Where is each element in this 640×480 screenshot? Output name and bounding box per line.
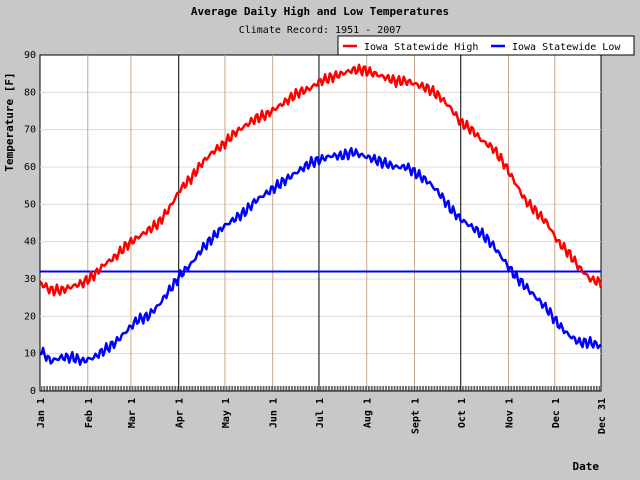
y-axis-label: Temperature [F]: [3, 72, 16, 171]
y-tick-label: 20: [24, 311, 36, 322]
legend-box: [337, 35, 635, 56]
x-tick-label: Sept 1: [411, 398, 422, 434]
x-tick-label: Jun 1: [269, 398, 280, 428]
x-axis-ticks: Jan 1 Feb 1 Mar 1 Apr 1 May 1 Jun 1 Jul 1 Aug 1…: [36, 386, 608, 434]
x-tick-label: Aug 1: [363, 398, 374, 428]
x-minor-ticks: [39, 386, 602, 391]
y-tick-label: 50: [24, 199, 36, 210]
chart-subtitle: Climate Record: 1951 - 2007: [239, 25, 402, 36]
y-tick-label: 80: [24, 87, 36, 98]
grid: [40, 55, 601, 391]
chart-title: Average Daily High and Low Temperatures: [191, 5, 449, 18]
y-tick-label: 10: [24, 349, 36, 360]
x-tick-label: Oct 1: [457, 398, 468, 428]
y-axis-ticks: 0 10 20 30 40 50 60 70 80 90: [24, 50, 36, 397]
x-tick-label: May 1: [221, 398, 232, 428]
y-tick-label: 90: [24, 50, 36, 61]
x-tick-label: Jul 1: [315, 398, 326, 428]
legend-label: Iowa Statewide Low: [512, 42, 621, 53]
x-tick-label: Mar 1: [127, 398, 138, 428]
y-tick-label: 60: [24, 162, 36, 173]
x-tick-label: Dec 31: [597, 398, 608, 434]
y-tick-label: 30: [24, 274, 36, 285]
x-axis-label: Date: [573, 460, 600, 473]
x-tick-label: Nov 1: [505, 398, 516, 428]
x-tick-label: Dec 1: [551, 398, 562, 428]
series-line-low: [39, 146, 602, 366]
plot-area: [39, 54, 602, 392]
x-tick-label: Jan 1: [36, 398, 47, 428]
x-tick-label: Apr 1: [175, 398, 186, 428]
legend: Iowa Statewide High Iowa Statewide Low: [337, 35, 635, 56]
series-line-high: [39, 63, 603, 297]
y-tick-label: 0: [30, 386, 36, 397]
y-tick-label: 40: [24, 237, 36, 248]
y-tick-label: 70: [24, 125, 36, 136]
series-lines: [39, 63, 603, 366]
x-tick-label: Feb 1: [84, 398, 95, 428]
legend-label: Iowa Statewide High: [364, 42, 478, 53]
